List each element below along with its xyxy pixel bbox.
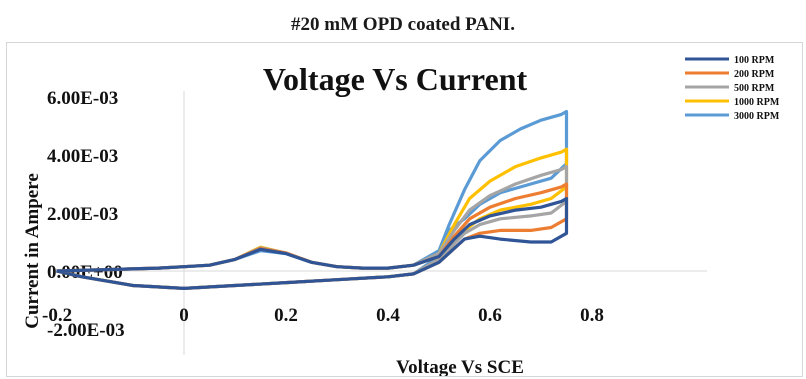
x-tick-label: 0.6 — [478, 305, 502, 326]
x-tick-label: 0.4 — [376, 305, 400, 326]
x-tick-label: 0.8 — [580, 305, 604, 326]
series-line-0 — [56, 196, 569, 290]
legend-label: 500 RPM — [734, 83, 775, 94]
legend-label: 100 RPM — [734, 55, 775, 66]
axes-group: 6.00E-03 4.00E-03 2.00E-03 0.00E+00 -2.00E-0… — [42, 88, 707, 355]
legend-label: 3000 RPM — [734, 111, 780, 122]
series-layer — [56, 109, 569, 290]
legend-label: 1000 RPM — [734, 97, 780, 108]
x-tick-label: -0.2 — [42, 305, 72, 326]
legend: 100 RPM 200 RPM 500 RPM 1000 RPM 3000 RPM — [685, 55, 780, 122]
y-tick-label: 2.00E-03 — [47, 204, 118, 225]
cv-chart: 6.00E-03 4.00E-03 2.00E-03 0.00E+00 -2.00E-0… — [22, 55, 780, 376]
x-tick-label: 0 — [179, 305, 189, 326]
legend-label: 200 RPM — [734, 69, 775, 80]
y-tick-label: 0.00E+00 — [47, 262, 123, 283]
y-tick-label: 4.00E-03 — [47, 146, 118, 167]
y-axis-label: Current in Ampere — [22, 173, 43, 329]
figure-caption: #20 mM OPD coated PANI. — [291, 14, 515, 35]
x-tick-label: 0.2 — [274, 305, 298, 326]
y-tick-label: -2.00E-03 — [47, 320, 125, 341]
chart-title: Voltage Vs Current — [263, 61, 528, 97]
chart-frame: 6.00E-03 4.00E-03 2.00E-03 0.00E+00 -2.00E-0… — [6, 42, 803, 377]
y-tick-label: 6.00E-03 — [47, 88, 118, 109]
x-axis-label: Voltage Vs SCE — [396, 357, 524, 376]
